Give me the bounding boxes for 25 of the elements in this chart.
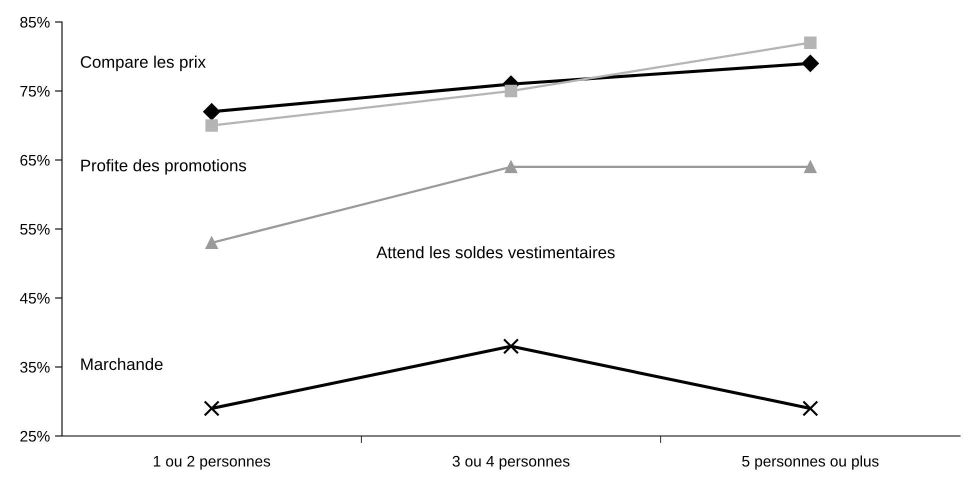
point bbox=[205, 236, 218, 250]
y-tick-label: 65% bbox=[20, 154, 50, 166]
x-tick-label: 1 ou 2 personnes bbox=[154, 456, 270, 470]
y-tick-label: 55% bbox=[20, 224, 50, 235]
point bbox=[802, 400, 818, 416]
annotation: Profite des promotions bbox=[81, 159, 246, 175]
y-tick-label: 85% bbox=[20, 16, 50, 28]
point bbox=[205, 119, 218, 132]
annotation: Compare les prix bbox=[80, 56, 206, 72]
point bbox=[504, 160, 518, 174]
x-tick-label: 5 personnes ou plus bbox=[742, 455, 879, 470]
annotation: Attend les soldes vestimentaires bbox=[376, 246, 615, 258]
x-tick-label: 3 ou 4 personnes bbox=[452, 456, 570, 470]
point bbox=[802, 54, 819, 72]
point bbox=[503, 338, 519, 354]
point bbox=[203, 103, 220, 120]
annotation: Marchande bbox=[81, 358, 163, 370]
point bbox=[504, 84, 518, 98]
y-tick-label: 45% bbox=[20, 292, 50, 304]
y-tick-label: 35% bbox=[20, 362, 50, 373]
y-tick-label: 25% bbox=[20, 430, 50, 442]
point bbox=[804, 36, 817, 49]
point bbox=[204, 400, 220, 416]
point bbox=[804, 160, 817, 174]
y-tick-label: 75% bbox=[20, 86, 50, 97]
